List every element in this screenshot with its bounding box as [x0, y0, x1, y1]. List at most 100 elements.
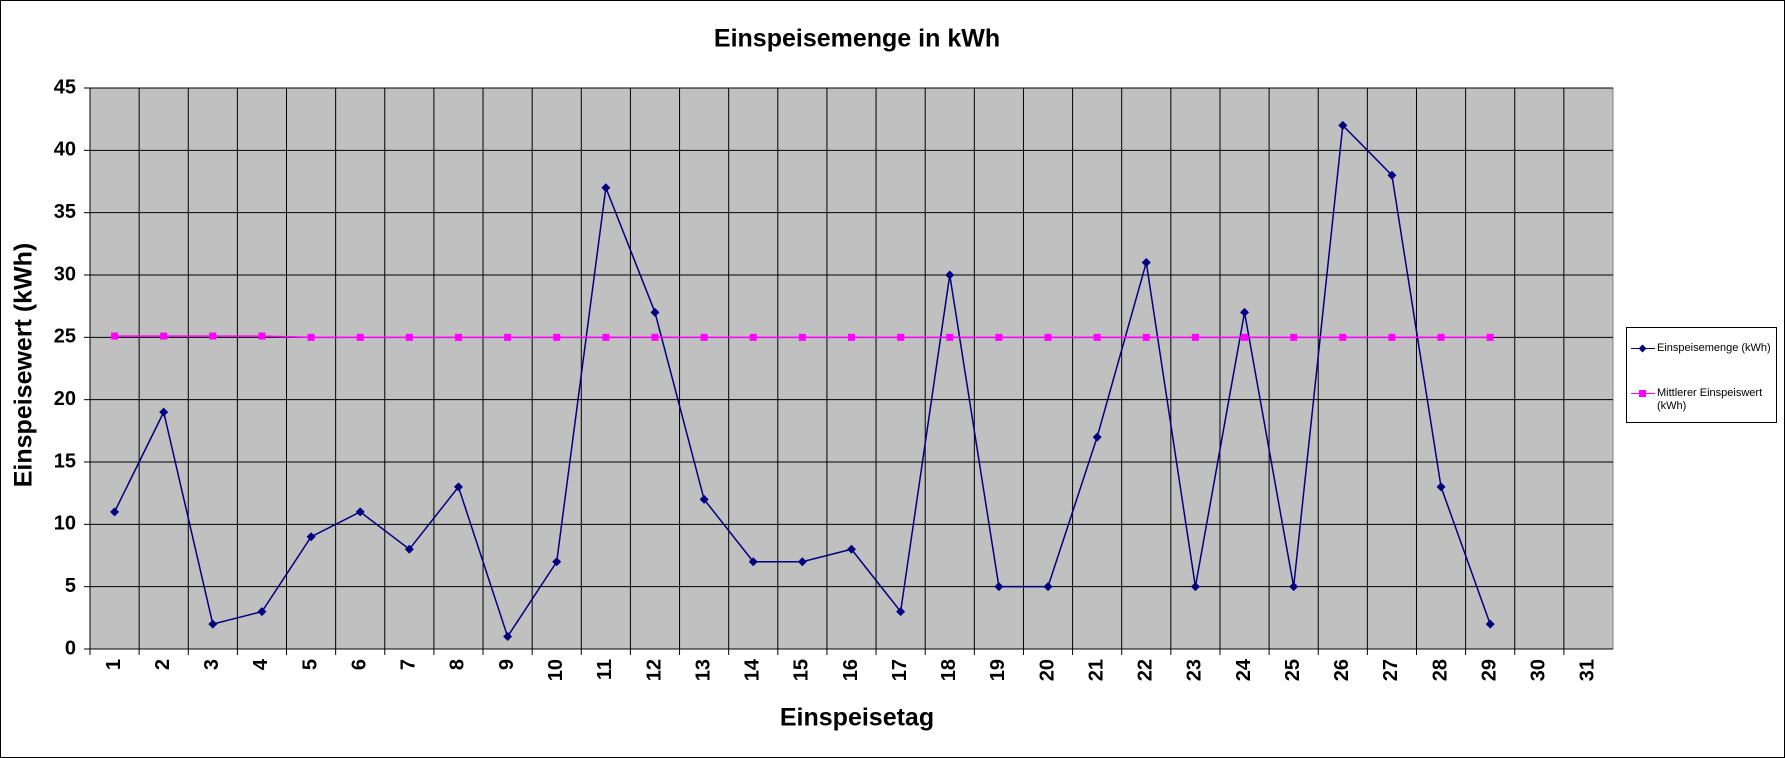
data-point [553, 333, 561, 341]
x-tick-label: 13 [692, 659, 714, 681]
y-tick-label: 20 [54, 388, 76, 410]
data-point [356, 333, 364, 341]
data-point [847, 544, 856, 554]
data-point [355, 507, 365, 517]
plot-area [89, 87, 1614, 650]
x-tick-label: 1 [103, 659, 125, 670]
y-tick-label: 35 [54, 201, 76, 223]
data-point [453, 482, 463, 492]
y-tick-label: 0 [65, 637, 76, 659]
x-axis-label: Einspeisetag [780, 704, 934, 732]
x-tick-label: 8 [447, 659, 469, 670]
x-tick-label: 15 [791, 659, 813, 681]
data-point [1191, 333, 1199, 341]
x-tick-label: 3 [201, 659, 223, 670]
legend-label: Mittlerer Einspeiswert (kWh) [1657, 387, 1763, 412]
data-point [602, 333, 610, 341]
data-point [700, 333, 708, 341]
data-point [995, 333, 1003, 341]
x-tick-label: 14 [742, 658, 764, 681]
x-tick-label: 20 [1036, 659, 1058, 681]
x-tick-label: 28 [1429, 659, 1451, 681]
legend-marker [1638, 344, 1647, 353]
y-tick-label: 5 [65, 575, 76, 597]
data-point [749, 333, 757, 341]
x-tick-label: 6 [348, 659, 370, 670]
data-point [650, 307, 660, 317]
x-tick-label: 23 [1184, 659, 1206, 681]
data-point [1437, 333, 1445, 341]
x-tick-label: 10 [545, 659, 567, 681]
data-point [1387, 170, 1397, 180]
data-point [1092, 432, 1102, 442]
data-point [258, 332, 266, 340]
data-point [1338, 120, 1348, 130]
data-point [208, 619, 218, 629]
data-point [1043, 582, 1053, 592]
x-tick-label: 24 [1233, 658, 1255, 681]
data-point [601, 183, 611, 193]
data-point [1141, 258, 1151, 268]
data-point [257, 607, 267, 617]
data-point [1339, 333, 1347, 341]
x-tick-label: 9 [496, 659, 518, 670]
x-tick-label: 27 [1380, 659, 1402, 681]
data-point [111, 332, 119, 340]
y-tick-label: 10 [54, 513, 76, 535]
x-tick-label: 31 [1577, 659, 1599, 681]
x-tick-label: 17 [889, 659, 911, 681]
data-point [1485, 619, 1495, 629]
data-point [504, 333, 512, 341]
data-point [896, 607, 906, 617]
data-point [1289, 582, 1299, 592]
data-point [1190, 582, 1200, 592]
data-point [404, 544, 414, 554]
data-point [699, 494, 709, 504]
data-point [160, 332, 168, 340]
x-tick-label: 26 [1331, 659, 1353, 681]
y-tick-label: 15 [54, 450, 76, 472]
legend: Einspeisemenge (kWh) Mittlerer Einspeiswe… [1626, 327, 1777, 423]
data-point [454, 333, 462, 341]
x-tick-label: 2 [152, 659, 174, 670]
data-point [1388, 333, 1396, 341]
x-tick-label: 4 [250, 658, 272, 670]
x-tick-label: 12 [643, 659, 665, 681]
y-tick-label: 30 [54, 263, 76, 285]
data-point [1093, 333, 1101, 341]
data-point [159, 407, 169, 417]
data-point [552, 557, 562, 567]
data-point [1240, 307, 1250, 317]
data-point [946, 333, 954, 341]
data-point [1486, 333, 1494, 341]
data-point [1142, 333, 1150, 341]
x-tick-label: 18 [938, 659, 960, 681]
data-point [748, 557, 758, 567]
y-tick-label: 40 [54, 139, 76, 161]
data-point [651, 333, 659, 341]
x-tick-label: 30 [1528, 659, 1550, 681]
x-tick-label: 5 [299, 659, 321, 670]
data-point [1290, 333, 1298, 341]
x-tick-label: 22 [1135, 659, 1157, 681]
data-point [798, 333, 806, 341]
x-tick-label: 21 [1085, 659, 1107, 681]
data-point [307, 333, 315, 341]
chart-title: Einspeisemenge in kWh [714, 25, 1000, 53]
y-tick-label: 25 [54, 326, 76, 348]
x-tick-label: 11 [594, 659, 616, 680]
data-point [405, 333, 413, 341]
data-point [897, 333, 905, 341]
data-point [110, 507, 120, 517]
data-point [209, 332, 217, 340]
x-tick-label: 25 [1282, 659, 1304, 681]
data-point [994, 582, 1004, 592]
data-point [1436, 482, 1446, 492]
data-point [945, 270, 955, 280]
y-axis-label: Einspeisewert (kWh) [10, 243, 38, 488]
x-tick-label: 7 [398, 659, 420, 670]
x-tick-label: 29 [1478, 659, 1500, 681]
y-tick-label: 45 [54, 76, 76, 98]
